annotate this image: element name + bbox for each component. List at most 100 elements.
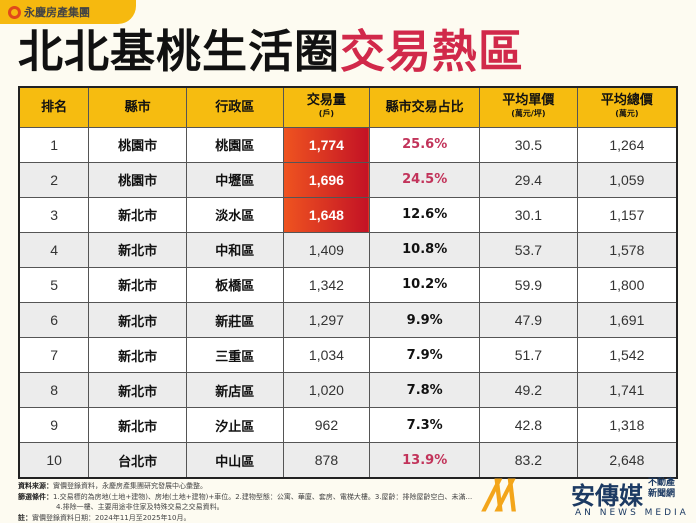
column-header: 排名 (18, 86, 90, 128)
column-header: 縣市 (88, 86, 187, 128)
cell-volume: 1,409 (282, 231, 371, 268)
cell-district: 淡水區 (185, 196, 284, 233)
cell-district: 板橋區 (185, 266, 284, 303)
cell-city: 新北市 (88, 407, 187, 444)
column-header-label: 排名 (41, 99, 68, 115)
cell-unit-price: 29.4 (479, 161, 578, 198)
cell-share: 7.9% (369, 337, 481, 374)
media-en: AN NEWS MEDIA (575, 508, 689, 518)
column-header-label: 平均總價 (600, 93, 653, 109)
table-row: 9 新北市 汐止區 962 7.3% 42.8 1,318 (18, 407, 678, 444)
media-sub2: 新聞網 (648, 489, 676, 499)
cell-total-price: 1,691 (576, 301, 678, 339)
cell-city: 新北市 (88, 266, 187, 303)
cell-district: 中壢區 (185, 161, 284, 198)
brand-logo-icon (8, 5, 21, 19)
cell-city: 新北市 (88, 337, 187, 374)
cell-district: 新莊區 (185, 301, 284, 339)
cell-unit-price: 47.9 (479, 301, 578, 339)
cell-share: 12.6% (369, 196, 481, 233)
cell-city: 台北市 (88, 442, 187, 479)
cell-district: 中山區 (185, 442, 284, 479)
table-row: 7 新北市 三重區 1,034 7.9% 51.7 1,542 (18, 337, 678, 374)
cell-district: 中和區 (185, 231, 284, 268)
cell-city: 新北市 (88, 372, 187, 409)
cell-rank: 4 (18, 231, 90, 268)
cell-volume: 1,648 (282, 196, 371, 233)
table-row: 3 新北市 淡水區 1,648 12.6% 30.1 1,157 (18, 196, 678, 233)
cell-rank: 3 (18, 196, 90, 233)
cell-city: 桃園市 (88, 161, 187, 198)
column-header: 平均總價 (萬元) (576, 86, 678, 128)
cell-total-price: 1,318 (576, 407, 678, 444)
column-header-label: 行政區 (215, 99, 255, 115)
source-text: 實價登錄資料，永慶房產集團研究發展中心彙整。 (53, 482, 207, 490)
cell-share: 9.9% (369, 301, 481, 339)
media-sub1: 不動產 (648, 478, 676, 488)
table-row: 2 桃園市 中壢區 1,696 24.5% 29.4 1,059 (18, 161, 678, 198)
footnotes: 資料來源：實價登錄資料，永慶房產集團研究發展中心彙整。 篩選條件：1.交易標的為… (18, 481, 578, 523)
brand-badge: 永慶房產集團 (0, 0, 136, 24)
title-black: 北北基桃生活圈 (18, 25, 341, 78)
title-red: 交易熱區 (340, 25, 525, 78)
table-row: 10 台北市 中山區 878 13.9% 83.2 2,648 (18, 442, 678, 479)
cell-rank: 1 (18, 126, 90, 163)
cell-total-price: 1,578 (576, 231, 678, 268)
page-title: 北北基桃生活圈交易熱區 (18, 28, 524, 76)
cell-rank: 6 (18, 301, 90, 339)
cell-share: 13.9% (369, 442, 481, 479)
column-header-unit: (萬元/坪) (511, 109, 546, 119)
column-header-unit: (戶) (318, 109, 335, 119)
note-label: 註： (18, 513, 32, 522)
cell-city: 新北市 (88, 231, 187, 268)
cell-district: 汐止區 (185, 407, 284, 444)
cell-city: 桃園市 (88, 126, 187, 163)
cell-volume: 1,034 (282, 337, 371, 374)
cell-unit-price: 30.1 (479, 196, 578, 233)
source-label: 資料來源： (18, 482, 53, 490)
cell-district: 桃園區 (185, 126, 284, 163)
cell-city: 新北市 (88, 301, 187, 339)
cell-rank: 2 (18, 161, 90, 198)
cell-total-price: 1,800 (576, 266, 678, 303)
cell-unit-price: 59.9 (479, 266, 578, 303)
cell-unit-price: 30.5 (479, 126, 578, 163)
filter-text-1: 1.交易標的為房地(土地+建物)、房地(土地+建物)+車位。2.建物型態：公寓、… (53, 492, 473, 501)
cell-rank: 10 (18, 442, 90, 479)
column-header: 縣市交易占比 (369, 86, 481, 128)
table-row: 6 新北市 新莊區 1,297 9.9% 47.9 1,691 (18, 301, 678, 339)
filter-text-2: 4.排除一樓、主要用途非住家及特殊交易之交易資料。 (56, 503, 224, 511)
cell-volume: 1,696 (282, 161, 371, 198)
cell-total-price: 1,741 (576, 372, 678, 409)
cell-city: 新北市 (88, 196, 187, 233)
column-header: 行政區 (185, 86, 284, 128)
cell-volume: 1,774 (282, 126, 371, 163)
cell-district: 三重區 (185, 337, 284, 374)
cell-total-price: 1,542 (576, 337, 678, 374)
cell-volume: 1,297 (282, 301, 371, 339)
cell-volume: 1,020 (282, 372, 371, 409)
cell-unit-price: 51.7 (479, 337, 578, 374)
column-header-label: 縣市 (124, 99, 151, 115)
table-header-row: 排名 縣市 行政區 交易量 (戶) 縣市交易占比 平均單價 (萬元/坪) 平均總價 (萬元) (18, 86, 678, 128)
cell-total-price: 2,648 (576, 442, 678, 479)
brand-badge-text: 永慶房產集團 (24, 6, 90, 19)
table-row: 8 新北市 新店區 1,020 7.8% 49.2 1,741 (18, 372, 678, 409)
column-header-label: 交易量 (306, 93, 346, 109)
cell-share: 24.5% (369, 161, 481, 198)
cell-share: 7.3% (369, 407, 481, 444)
column-header-label: 縣市交易占比 (385, 99, 464, 115)
cell-total-price: 1,059 (576, 161, 678, 198)
column-header-unit: (萬元) (615, 109, 639, 119)
cell-volume: 1,342 (282, 266, 371, 303)
cell-unit-price: 53.7 (479, 231, 578, 268)
cell-district: 新店區 (185, 372, 284, 409)
media-logo: /\/\ 安傳媒 不動產 新聞網 AN NEWS MEDIA (485, 470, 695, 522)
media-name: 安傳媒 (571, 482, 643, 510)
cell-unit-price: 49.2 (479, 372, 578, 409)
cell-rank: 7 (18, 337, 90, 374)
an-logo-icon: /\/\ (485, 472, 520, 518)
cell-rank: 8 (18, 372, 90, 409)
cell-share: 10.8% (369, 231, 481, 268)
